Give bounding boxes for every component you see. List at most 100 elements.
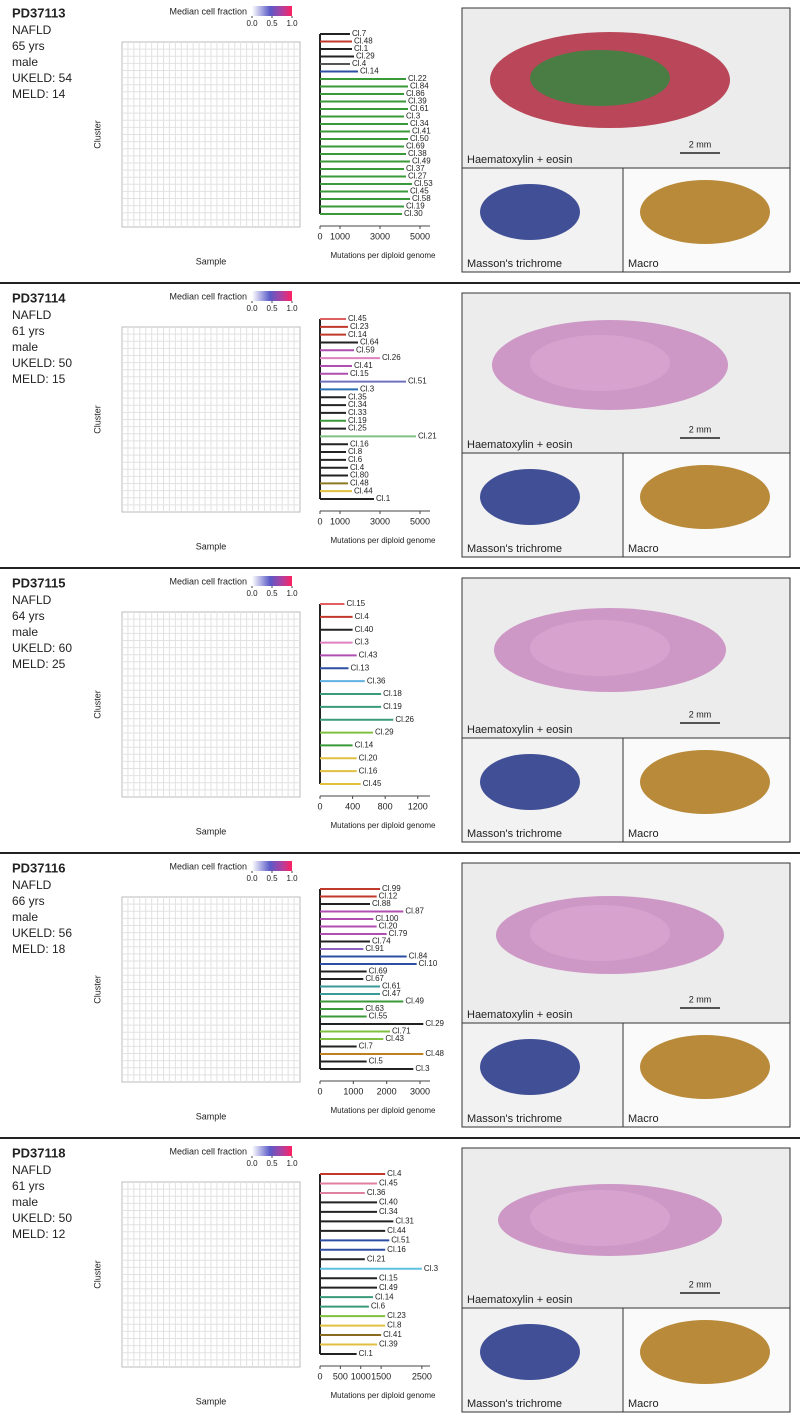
patient-info: male <box>12 625 38 639</box>
leaf-label: Cl.59 <box>356 345 375 354</box>
leaf-label: Cl.100 <box>375 914 399 923</box>
leaf-label: Cl.43 <box>385 1034 404 1043</box>
leaf-label: Cl.69 <box>406 142 425 151</box>
leaf-label: Cl.21 <box>367 1254 386 1263</box>
leaf-label: Cl.20 <box>359 753 378 762</box>
leaf-label: Cl.49 <box>412 157 431 166</box>
x-axis-label: Sample <box>196 1111 227 1121</box>
leaf-label: Cl.19 <box>348 416 367 425</box>
leaf-label: Cl.88 <box>372 899 391 908</box>
tree-tick-label: 3000 <box>410 1086 430 1096</box>
patient-info: NAFLD <box>12 593 52 607</box>
leaf-label: Cl.44 <box>354 486 373 495</box>
patient-info: male <box>12 340 38 354</box>
leaf-label: Cl.15 <box>346 599 365 608</box>
legend-tick-label: 1.0 <box>286 19 298 28</box>
patient-info: male <box>12 1195 38 1209</box>
leaf-label: Cl.35 <box>348 392 367 401</box>
leaf-label: Cl.14 <box>375 1292 394 1301</box>
trichrome-tissue <box>480 184 580 240</box>
he-label: Haematoxylin + eosin <box>467 1009 572 1021</box>
scale-label: 2 mm <box>689 994 712 1004</box>
patient-info: MELD: 12 <box>12 1227 66 1241</box>
leaf-label: Cl.14 <box>348 330 367 339</box>
leaf-label: Cl.3 <box>355 638 370 647</box>
leaf-label: Cl.4 <box>355 612 370 621</box>
leaf-label: Cl.29 <box>356 52 375 61</box>
tree-tick-label: 2500 <box>412 1371 432 1381</box>
leaf-label: Cl.3 <box>415 1064 430 1073</box>
leaf-label: Cl.14 <box>360 67 379 76</box>
he-tissue-inner <box>530 50 670 106</box>
leaf-label: Cl.1 <box>359 1349 374 1358</box>
tree-tick-label: 1000 <box>351 1371 371 1381</box>
legend-gradient <box>252 1146 292 1156</box>
leaf-label: Cl.36 <box>367 1188 386 1197</box>
legend-tick-label: 1.0 <box>286 589 298 598</box>
legend-title: Median cell fraction <box>169 6 247 16</box>
leaf-label: Cl.25 <box>348 424 367 433</box>
patient-info: 64 yrs <box>12 609 45 623</box>
legend-gradient <box>252 6 292 16</box>
x-axis-label: Sample <box>196 541 227 551</box>
macro-label: Macro <box>628 828 659 840</box>
tree-tick-label: 800 <box>378 801 393 811</box>
patient-info: NAFLD <box>12 878 52 892</box>
leaf-label: Cl.40 <box>379 1198 398 1207</box>
he-tissue-inner <box>530 1190 670 1246</box>
patient-id: PD37113 <box>12 5 66 20</box>
tree-x-label: Mutations per diploid genome <box>331 1391 437 1400</box>
legend-gradient <box>252 861 292 871</box>
he-tissue-inner <box>530 620 670 676</box>
patient-id: PD37115 <box>12 575 66 590</box>
he-label: Haematoxylin + eosin <box>467 154 572 166</box>
patient-info: UKELD: 56 <box>12 926 72 940</box>
leaf-label: Cl.74 <box>372 937 391 946</box>
leaf-label: Cl.61 <box>382 982 401 991</box>
leaf-label: Cl.48 <box>350 478 369 487</box>
trichrome-label: Masson's trichrome <box>467 1398 562 1410</box>
leaf-label: Cl.5 <box>369 1057 384 1066</box>
leaf-label: Cl.49 <box>379 1283 398 1292</box>
leaf-label: Cl.51 <box>408 377 427 386</box>
trichrome-label: Masson's trichrome <box>467 1113 562 1125</box>
leaf-label: Cl.23 <box>387 1311 406 1320</box>
legend-tick-label: 1.0 <box>286 874 298 883</box>
leaf-label: Cl.63 <box>365 1004 384 1013</box>
macro-label: Macro <box>628 258 659 270</box>
x-axis-label: Sample <box>196 826 227 836</box>
macro-tissue <box>640 180 770 244</box>
leaf-label: Cl.84 <box>410 82 429 91</box>
tree-x-label: Mutations per diploid genome <box>331 536 437 545</box>
patient-info: NAFLD <box>12 308 52 322</box>
legend-title: Median cell fraction <box>169 291 247 301</box>
tree-tick-label: 1000 <box>330 231 350 241</box>
patient-info: MELD: 18 <box>12 942 66 956</box>
legend-tick-label: 0.0 <box>246 1159 258 1168</box>
x-axis-label: Sample <box>196 256 227 266</box>
tree-tick-label: 5000 <box>410 231 430 241</box>
leaf-label: Cl.41 <box>412 127 431 136</box>
patient-info: UKELD: 54 <box>12 71 72 85</box>
leaf-label: Cl.27 <box>408 172 427 181</box>
leaf-label: Cl.84 <box>409 952 428 961</box>
leaf-label: Cl.6 <box>371 1302 386 1311</box>
patient-info: male <box>12 910 38 924</box>
y-axis-label: Cluster <box>92 1260 102 1289</box>
tree-tick-label: 0 <box>317 231 322 241</box>
tree-x-label: Mutations per diploid genome <box>331 821 437 830</box>
scale-label: 2 mm <box>689 139 712 149</box>
leaf-label: Cl.47 <box>382 989 401 998</box>
patient-info: 65 yrs <box>12 39 45 53</box>
leaf-label: Cl.3 <box>424 1264 439 1273</box>
leaf-label: Cl.8 <box>348 447 363 456</box>
tree-tick-label: 0 <box>317 801 322 811</box>
leaf-label: Cl.6 <box>348 455 363 464</box>
leaf-label: Cl.16 <box>350 439 369 448</box>
leaf-label: Cl.8 <box>387 1321 402 1330</box>
tree-tick-label: 2000 <box>377 1086 397 1096</box>
leaf-label: Cl.13 <box>351 663 370 672</box>
tree-tick-label: 1000 <box>330 516 350 526</box>
tree-tick-label: 0 <box>317 516 322 526</box>
